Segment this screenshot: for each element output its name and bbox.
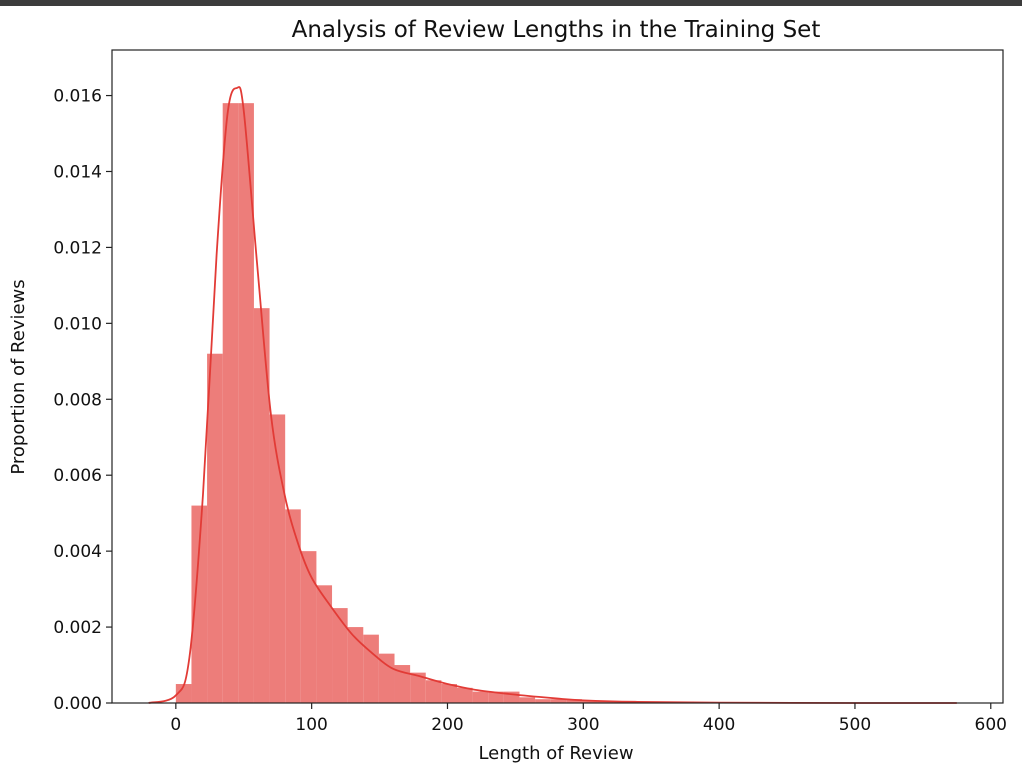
y-tick-label: 0.002 [53, 618, 102, 638]
axes: 0 100 200 300 400 500 600 0.000 0.002 0.004 0.006 0… [53, 49, 1007, 735]
histogram-bar [253, 308, 270, 703]
histogram-bar [394, 665, 411, 703]
histogram-bar [238, 103, 254, 703]
x-tick-label: 400 [703, 715, 735, 735]
plot-frame [111, 49, 1004, 704]
histogram-bar [300, 551, 317, 703]
x-tick-label: 100 [295, 715, 327, 735]
histogram-bar [456, 687, 473, 703]
y-tick-label: 0.014 [53, 162, 102, 182]
histogram-bar [175, 684, 192, 703]
histogram-bar [316, 585, 333, 703]
window-top-bar [0, 0, 1022, 6]
histogram-bar [222, 103, 239, 703]
x-tick-label: 0 [170, 715, 181, 735]
histogram-bar [519, 697, 536, 703]
histogram-bar [425, 680, 442, 703]
histogram-bar [191, 505, 208, 703]
y-tick-label: 0.008 [53, 390, 102, 410]
chart-title: Analysis of Review Lengths in the Traini… [292, 17, 821, 43]
y-tick-label: 0.000 [53, 694, 102, 714]
histogram-bar [378, 653, 395, 703]
histogram-bar [535, 699, 551, 703]
histogram-bar [488, 691, 504, 703]
histogram-bar [566, 699, 582, 703]
histogram-bar [363, 634, 379, 703]
histogram-bar [597, 701, 614, 703]
y-axis-label: Proportion of Reviews [8, 279, 29, 474]
y-tick-label: 0.004 [53, 542, 102, 562]
x-tick-label: 200 [431, 715, 463, 735]
histogram-bar [550, 699, 567, 703]
x-tick-label: 600 [975, 715, 1007, 735]
y-tick-label: 0.006 [53, 466, 102, 486]
histogram-bar [503, 691, 520, 703]
histogram-bar [269, 414, 286, 703]
histogram-bar [472, 691, 489, 703]
y-tick-label: 0.012 [53, 238, 102, 258]
histogram-bar [581, 701, 598, 703]
histogram-bar [285, 509, 301, 703]
histogram-bar [410, 672, 426, 703]
kde-curve-group [148, 86, 957, 704]
histogram-bar [207, 353, 223, 703]
histogram-bar [441, 684, 457, 703]
x-tick-label: 300 [567, 715, 599, 735]
histogram-bars [175, 103, 661, 703]
y-tick-label: 0.010 [53, 314, 102, 334]
y-tick-label: 0.016 [53, 87, 102, 107]
x-axis-label: Length of Review [478, 743, 633, 764]
histogram-bar [347, 627, 364, 703]
x-tick-label: 500 [839, 715, 871, 735]
histogram-bar [332, 608, 348, 703]
kde-curve [148, 86, 957, 704]
